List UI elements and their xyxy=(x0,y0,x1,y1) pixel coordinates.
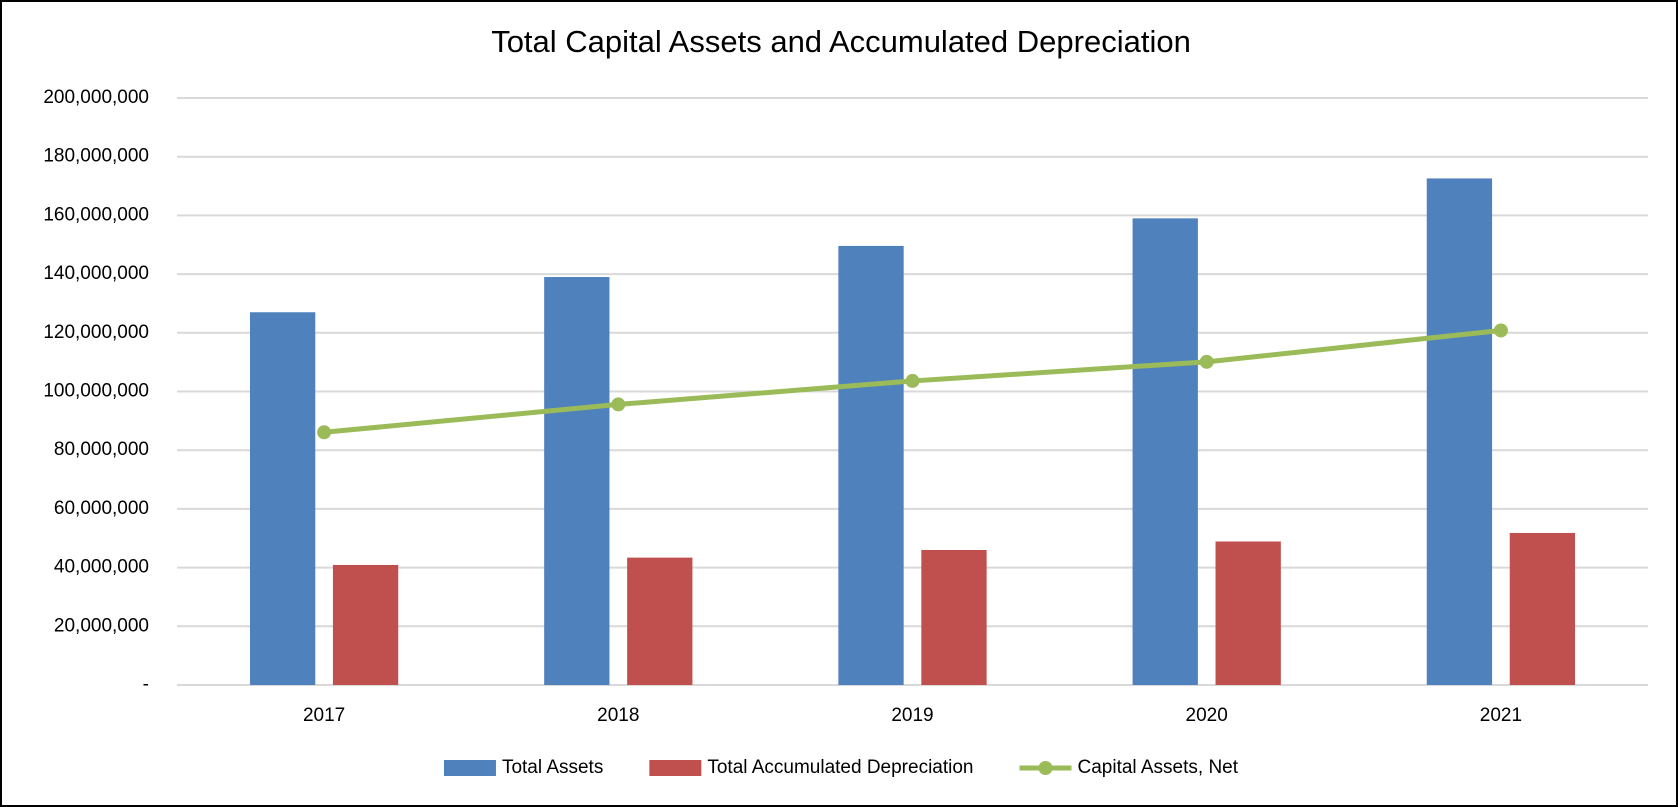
bar xyxy=(1132,218,1198,685)
chart-title: Total Capital Assets and Accumulated Dep… xyxy=(491,24,1191,59)
legend-label: Capital Assets, Net xyxy=(1078,757,1239,778)
bar xyxy=(1426,178,1493,685)
y-tick-label: 160,000,000 xyxy=(43,204,149,225)
bar xyxy=(1509,532,1576,685)
y-tick-label: 180,000,000 xyxy=(43,146,149,167)
bar xyxy=(249,312,316,685)
x-tick-label: 2020 xyxy=(1186,705,1228,726)
line-marker xyxy=(317,425,332,440)
y-tick-label: 40,000,000 xyxy=(54,557,149,578)
y-tick-label: 20,000,000 xyxy=(54,615,149,636)
legend-label: Total Accumulated Depreciation xyxy=(707,757,973,778)
bar xyxy=(332,564,399,685)
legend-swatch xyxy=(1038,761,1053,775)
y-tick-label: 100,000,000 xyxy=(43,381,149,402)
y-tick-label: 120,000,000 xyxy=(43,322,149,343)
legend-swatch xyxy=(649,760,702,776)
y-tick-label: 140,000,000 xyxy=(43,263,149,284)
bar xyxy=(921,549,987,685)
x-tick-label: 2021 xyxy=(1480,705,1522,726)
line-marker xyxy=(1493,323,1508,338)
y-tick-label: - xyxy=(143,674,149,695)
x-tick-label: 2019 xyxy=(891,705,933,726)
x-tick-label: 2018 xyxy=(597,705,639,726)
line-marker xyxy=(611,397,626,412)
line-marker xyxy=(905,373,920,388)
bar xyxy=(544,277,610,685)
line-marker xyxy=(1199,354,1214,369)
bar xyxy=(1215,541,1281,685)
y-tick-label: 80,000,000 xyxy=(54,439,149,460)
legend-swatch xyxy=(443,760,496,776)
legend-label: Total Assets xyxy=(502,757,603,778)
y-tick-label: 60,000,000 xyxy=(54,498,149,519)
bar xyxy=(838,245,904,685)
y-tick-label: 200,000,000 xyxy=(43,87,149,108)
x-tick-label: 2017 xyxy=(303,705,345,726)
bar xyxy=(627,557,693,685)
